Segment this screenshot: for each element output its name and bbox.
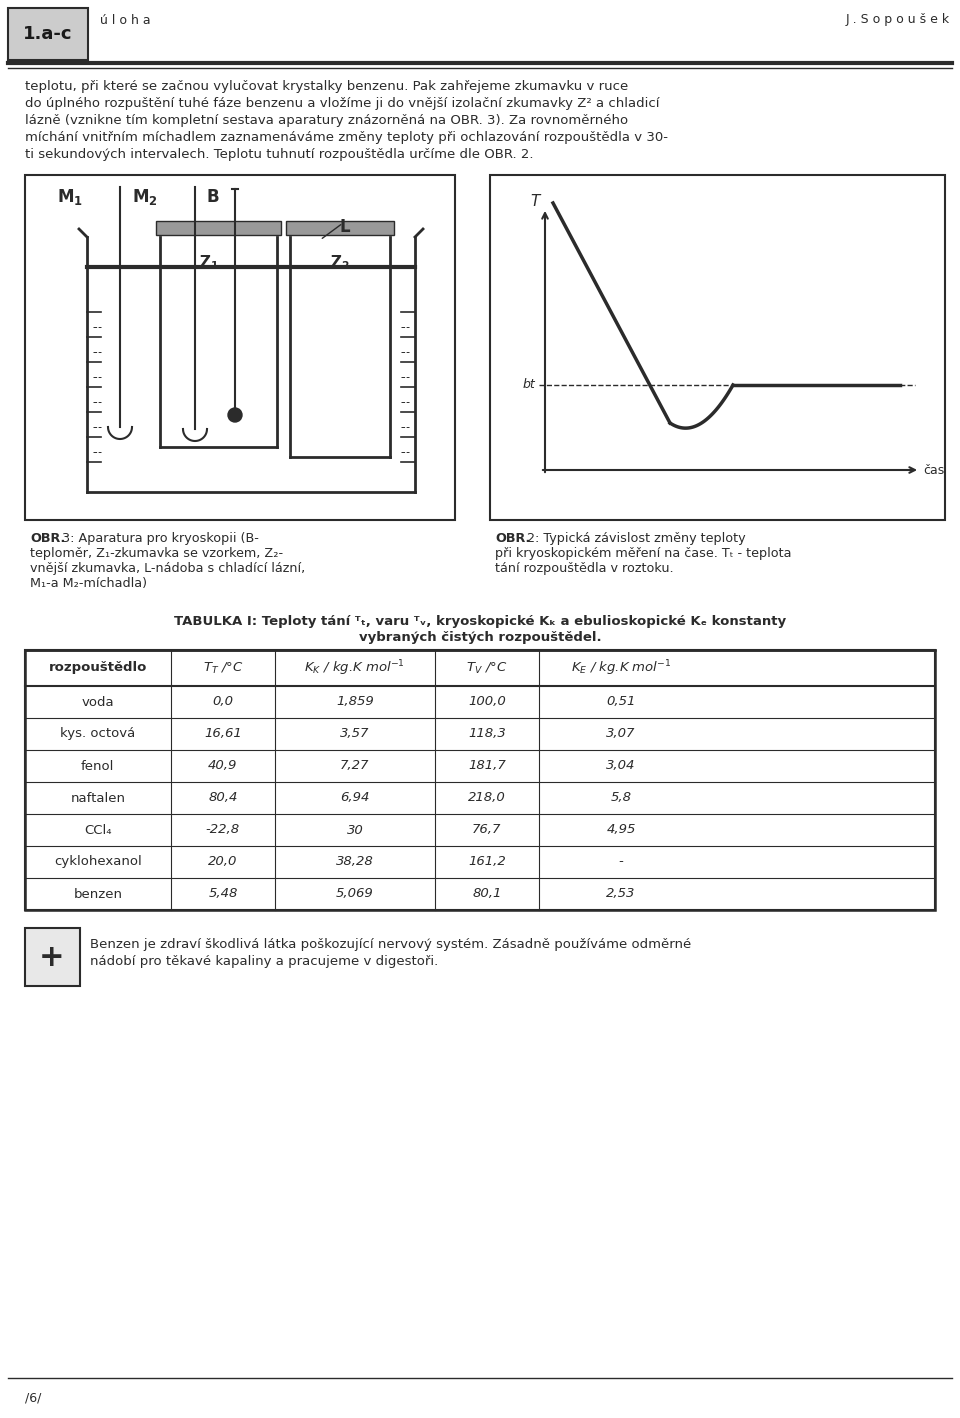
Text: 3,07: 3,07 [607, 727, 636, 740]
Text: 5,069: 5,069 [336, 888, 373, 900]
Text: 3,04: 3,04 [607, 760, 636, 773]
Text: 1,859: 1,859 [336, 695, 373, 709]
Text: 161,2: 161,2 [468, 855, 506, 868]
Text: $\mathbf{Z_1}$: $\mathbf{Z_1}$ [199, 254, 219, 272]
Text: vybraných čistých rozpouštědel.: vybraných čistých rozpouštědel. [359, 631, 601, 644]
Text: do úplného rozpuštění tuhé fáze benzenu a vložíme ji do vnější izolační zkumavky: do úplného rozpuštění tuhé fáze benzenu … [25, 96, 660, 111]
Text: 5,8: 5,8 [611, 791, 632, 804]
Text: rozpouštědlo: rozpouštědlo [49, 662, 147, 675]
Text: 4,95: 4,95 [607, 824, 636, 837]
Text: 16,61: 16,61 [204, 727, 242, 740]
Text: 2: Typická závislost změny teploty: 2: Typická závislost změny teploty [523, 532, 746, 545]
Text: 1.a-c: 1.a-c [23, 26, 73, 43]
Text: lázně (vznikne tím kompletní sestava aparatury znázorněná na OBR. 3). Za rovnomě: lázně (vznikne tím kompletní sestava apa… [25, 113, 628, 128]
Text: $\mathbf{Z_2}$: $\mathbf{Z_2}$ [330, 254, 349, 272]
Text: teploměr, Z₁-zkumavka se vzorkem, Z₂-: teploměr, Z₁-zkumavka se vzorkem, Z₂- [30, 547, 283, 560]
Bar [25, 927, 80, 986]
Text: $\mathbf{L}$: $\mathbf{L}$ [339, 218, 351, 235]
Bar [25, 174, 455, 520]
Text: OBR.: OBR. [495, 532, 530, 545]
Text: Benzen je zdraví škodlivá látka poškozující nervový systém. Zásadně používáme od: Benzen je zdraví škodlivá látka poškozuj… [90, 937, 691, 951]
Text: 38,28: 38,28 [336, 855, 373, 868]
Text: 2,53: 2,53 [607, 888, 636, 900]
Text: 40,9: 40,9 [208, 760, 238, 773]
Text: 100,0: 100,0 [468, 695, 506, 709]
Text: $K_E$ / kg.K mol$^{-1}$: $K_E$ / kg.K mol$^{-1}$ [571, 658, 671, 678]
Bar [25, 649, 935, 910]
Text: -: - [618, 855, 623, 868]
Text: 30: 30 [347, 824, 363, 837]
Text: 0,51: 0,51 [607, 695, 636, 709]
Bar [25, 649, 935, 910]
Text: 80,4: 80,4 [208, 791, 238, 804]
Text: $\mathbf{M_1}$: $\mathbf{M_1}$ [57, 187, 83, 207]
Text: benzen: benzen [73, 888, 122, 900]
Text: 20,0: 20,0 [208, 855, 238, 868]
Text: teplotu, při které se začnou vylučovat krystalky benzenu. Pak zahřejeme zkumavku: teplotu, při které se začnou vylučovat k… [25, 79, 628, 94]
Text: 118,3: 118,3 [468, 727, 506, 740]
Text: kys. octová: kys. octová [60, 727, 135, 740]
Text: CCl₄: CCl₄ [84, 824, 111, 837]
Text: $T_T$ /°C: $T_T$ /°C [203, 661, 243, 675]
Text: 6,94: 6,94 [340, 791, 370, 804]
Text: míchání vnitřním míchadlem zaznamenáváme změny teploty při ochlazování rozpouště: míchání vnitřním míchadlem zaznamenáváme… [25, 130, 668, 145]
Text: -22,8: -22,8 [205, 824, 240, 837]
Bar [156, 221, 281, 235]
Text: 3,57: 3,57 [340, 727, 370, 740]
Text: /6/: /6/ [25, 1391, 41, 1404]
Text: TABULKA I: Teploty tání ᵀₜ, varu ᵀᵥ, kryoskopické Kₖ a ebulioskopické Kₑ konstan: TABULKA I: Teploty tání ᵀₜ, varu ᵀᵥ, kry… [174, 615, 786, 628]
Text: fenol: fenol [81, 760, 114, 773]
Text: 218,0: 218,0 [468, 791, 506, 804]
Text: 80,1: 80,1 [472, 888, 501, 900]
Text: T: T [531, 193, 540, 208]
Text: 0,0: 0,0 [212, 695, 233, 709]
Text: ti sekundových intervalech. Teplotu tuhnutí rozpouštědla určíme dle OBR. 2.: ti sekundových intervalech. Teplotu tuhn… [25, 147, 534, 162]
Text: 76,7: 76,7 [472, 824, 501, 837]
Text: tání rozpouštědla v roztoku.: tání rozpouštědla v roztoku. [495, 562, 674, 576]
Text: OBR.: OBR. [30, 532, 65, 545]
Text: $T_V$ /°C: $T_V$ /°C [467, 661, 508, 675]
Text: $K_K$ / kg.K mol$^{-1}$: $K_K$ / kg.K mol$^{-1}$ [304, 658, 405, 678]
Text: J . S o p o u š e k: J . S o p o u š e k [846, 14, 950, 27]
Text: voda: voda [82, 695, 114, 709]
Bar [286, 221, 394, 235]
Text: bt: bt [522, 379, 535, 391]
Text: čas: čas [923, 464, 945, 476]
Text: +: + [39, 943, 65, 971]
Text: M₁-a M₂-míchadla): M₁-a M₂-míchadla) [30, 577, 147, 590]
Text: 5,48: 5,48 [208, 888, 238, 900]
Text: ú l o h a: ú l o h a [100, 14, 151, 27]
Text: nádobí pro těkavé kapaliny a pracujeme v digestoři.: nádobí pro těkavé kapaliny a pracujeme v… [90, 954, 439, 968]
Text: $\mathbf{M_2}$: $\mathbf{M_2}$ [132, 187, 157, 207]
Text: vnější zkumavka, L-nádoba s chladící lázní,: vnější zkumavka, L-nádoba s chladící láz… [30, 562, 305, 576]
Text: $\mathbf{B}$: $\mathbf{B}$ [206, 189, 220, 206]
Text: 7,27: 7,27 [340, 760, 370, 773]
Text: cyklohexanol: cyklohexanol [54, 855, 142, 868]
Bar [490, 174, 945, 520]
Bar [8, 9, 88, 60]
Text: při kryoskopickém měření na čase. Tₜ - teplota: při kryoskopickém měření na čase. Tₜ - t… [495, 547, 791, 560]
Text: 3: Aparatura pro kryoskopii (B-: 3: Aparatura pro kryoskopii (B- [58, 532, 259, 545]
Circle shape [228, 408, 242, 423]
Text: 181,7: 181,7 [468, 760, 506, 773]
Text: naftalen: naftalen [70, 791, 126, 804]
